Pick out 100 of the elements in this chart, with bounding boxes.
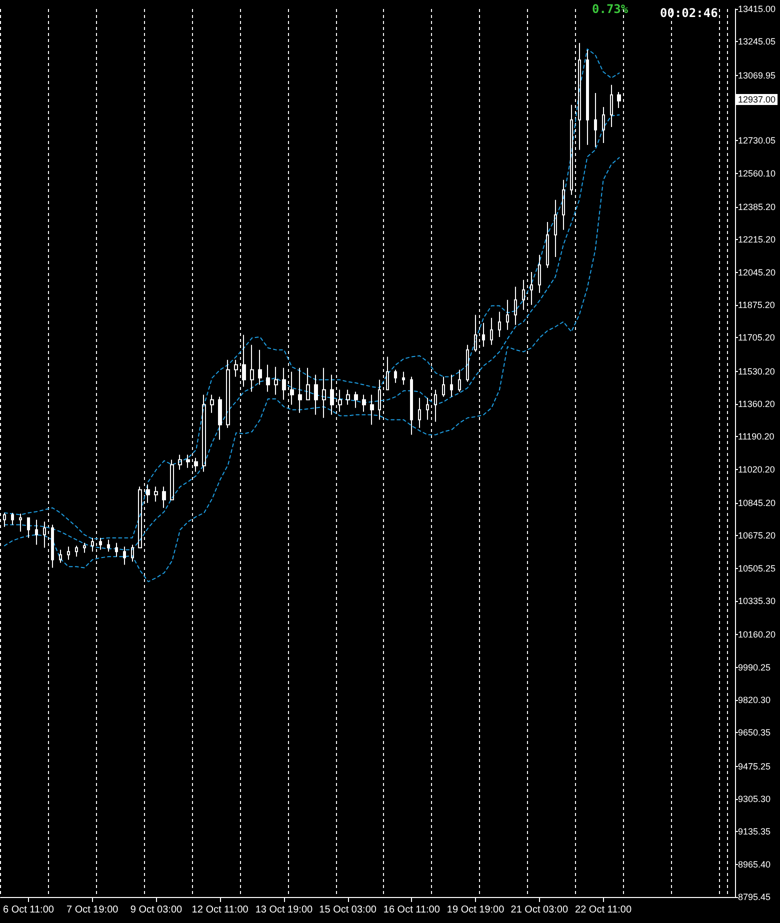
y-tick-label: 8965.40 [738, 859, 771, 870]
y-tick-label: 9990.25 [738, 662, 771, 672]
candlestick [386, 356, 389, 390]
x-tick-label: 12 Oct 11:00 [192, 904, 249, 916]
candlestick [354, 391, 358, 408]
candlestick [27, 517, 30, 538]
y-tick-label: 11190.20 [738, 432, 774, 442]
candlestick [234, 359, 238, 378]
candlestick [274, 366, 278, 396]
candlestick [434, 389, 437, 422]
candlestick [442, 376, 445, 398]
candlestick [314, 374, 318, 416]
candlestick [402, 371, 405, 386]
candlestick [154, 486, 158, 502]
candlestick [522, 279, 525, 310]
candlestick [59, 549, 62, 564]
candlestick [210, 394, 214, 414]
candlestick [226, 359, 230, 428]
candlestick [546, 221, 549, 268]
x-tick-label: 16 Oct 11:00 [383, 904, 440, 916]
x-tick-label: 6 Oct 11:00 [2, 904, 54, 916]
y-tick-label: 13415.00 [738, 4, 776, 14]
y-tick-label: 9650.35 [738, 728, 771, 738]
candlestick [202, 394, 206, 472]
candlestick [586, 49, 589, 146]
y-tick-label: 9820.30 [738, 694, 771, 705]
candlestick [99, 537, 102, 550]
text: 00:02:46 [660, 6, 718, 20]
text: 12937.00 [738, 94, 776, 104]
candlestick [170, 459, 174, 500]
candlestick [562, 179, 565, 230]
candlestick [346, 389, 350, 406]
y-tick-label: 9475.25 [738, 761, 771, 772]
candlestick [506, 299, 509, 330]
candlestick [370, 394, 374, 426]
y-tick-label: 11530.20 [738, 366, 775, 376]
candlestick [67, 546, 70, 560]
candlestick [266, 364, 270, 392]
x-tick-label: 7 Oct 19:00 [66, 904, 119, 916]
y-tick-label: 12385.20 [738, 202, 776, 212]
candlestick [450, 374, 453, 398]
line-series [4, 48, 620, 540]
candlestick [530, 271, 533, 306]
candlestick [298, 367, 302, 414]
y-tick-label: 10505.25 [738, 563, 776, 574]
candlestick [131, 544, 134, 562]
x-tick-label: 13 Oct 19:00 [255, 904, 314, 916]
x-tick-label: 9 Oct 03:00 [130, 904, 182, 916]
candlestick [35, 519, 38, 546]
candlestick [138, 486, 142, 548]
candlestick [617, 92, 621, 108]
y-tick-label: 9305.30 [738, 794, 771, 804]
y-tick-label: 10335.30 [738, 596, 776, 606]
y-tick-label: 10160.20 [738, 630, 776, 640]
candlestick [250, 344, 254, 392]
candlestick [178, 454, 182, 470]
candlestick [466, 344, 469, 382]
candlestick [594, 92, 597, 148]
candlestick [578, 42, 581, 150]
x-tick-label: 15 Oct 03:00 [319, 904, 377, 916]
candlestick [514, 286, 517, 326]
candlestick [107, 539, 110, 552]
candlestick [3, 512, 6, 528]
y-tick-label: 13069.95 [738, 70, 776, 80]
candlestick [482, 322, 485, 348]
candlestick [610, 84, 613, 128]
candlestick [162, 486, 166, 508]
y-tick-label: 12215.20 [738, 234, 776, 245]
y-tick-label: 11705.20 [738, 332, 775, 343]
candlestick [322, 367, 326, 418]
candlestick [538, 254, 541, 294]
candlestick [306, 367, 310, 400]
candlestick [554, 199, 557, 258]
candlestick [218, 396, 222, 440]
candlestick [410, 376, 413, 436]
x-tick-label: 19 Oct 19:00 [446, 904, 505, 916]
y-tick-label: 12560.10 [738, 168, 776, 178]
candlestick [458, 369, 461, 392]
candlestick [43, 521, 46, 548]
candlestick [426, 397, 429, 420]
line-series [4, 114, 620, 550]
y-tick-label: 10675.20 [738, 530, 776, 541]
y-tick-label: 13245.05 [738, 36, 776, 47]
candlestick [490, 317, 493, 346]
x-tick-label: 22 Oct 11:00 [575, 904, 632, 916]
y-tick-label: 12045.20 [738, 267, 776, 278]
candlestick [282, 367, 286, 400]
candlestick [51, 524, 54, 568]
candlestick [498, 311, 501, 338]
annotation: 0.73% [592, 2, 629, 16]
candlestick [474, 314, 477, 352]
y-tick-label: 8795.45 [738, 892, 771, 902]
y-tick-label: 11020.20 [738, 464, 775, 474]
candlestick [602, 106, 605, 144]
candlestick [83, 542, 86, 554]
candlestick [75, 545, 78, 558]
candlestick [330, 374, 334, 416]
candlestick [186, 454, 190, 468]
candlestick [362, 394, 366, 412]
candlestick [570, 104, 573, 196]
